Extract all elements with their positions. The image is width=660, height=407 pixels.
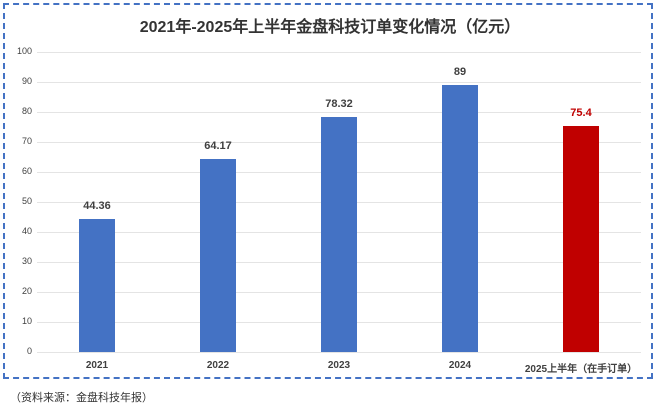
y-tick-label: 70 bbox=[21, 136, 32, 146]
y-tick-label: 60 bbox=[21, 166, 32, 176]
bar-3 bbox=[442, 85, 478, 352]
x-tick-label: 2023 bbox=[327, 360, 351, 371]
bar-2 bbox=[321, 117, 357, 352]
chart-title: 2021年-2025年上半年金盘科技订单变化情况（亿元） bbox=[139, 19, 521, 36]
bar-0 bbox=[79, 219, 115, 352]
y-tick-label: 30 bbox=[21, 256, 32, 266]
y-tick-label: 0 bbox=[26, 346, 32, 356]
y-tick-label: 50 bbox=[21, 196, 32, 206]
y-tick-label: 80 bbox=[21, 106, 32, 116]
x-tick-label: 2022 bbox=[206, 360, 230, 371]
y-tick-label: 100 bbox=[16, 46, 32, 56]
chart-frame bbox=[3, 3, 653, 379]
x-tick-label: 2025上半年（在手订单） bbox=[524, 364, 638, 375]
source-note: （资料来源：金盘科技年报） bbox=[10, 392, 153, 404]
gridline bbox=[37, 352, 641, 353]
gridline bbox=[37, 52, 641, 53]
data-label: 44.36 bbox=[83, 200, 111, 212]
x-tick-label: 2024 bbox=[448, 360, 472, 371]
y-tick-label: 40 bbox=[21, 226, 32, 236]
data-label: 78.32 bbox=[325, 98, 353, 110]
x-tick-label: 2021 bbox=[85, 360, 109, 371]
y-tick-label: 20 bbox=[21, 286, 32, 296]
y-tick-label: 90 bbox=[21, 76, 32, 86]
data-label: 64.17 bbox=[204, 140, 232, 152]
data-label: 89 bbox=[453, 66, 467, 78]
y-tick-label: 10 bbox=[21, 316, 32, 326]
gridline bbox=[37, 112, 641, 113]
data-label: 75.4 bbox=[570, 107, 592, 119]
gridline bbox=[37, 82, 641, 83]
bar-4 bbox=[563, 126, 599, 352]
bar-1 bbox=[200, 159, 236, 352]
